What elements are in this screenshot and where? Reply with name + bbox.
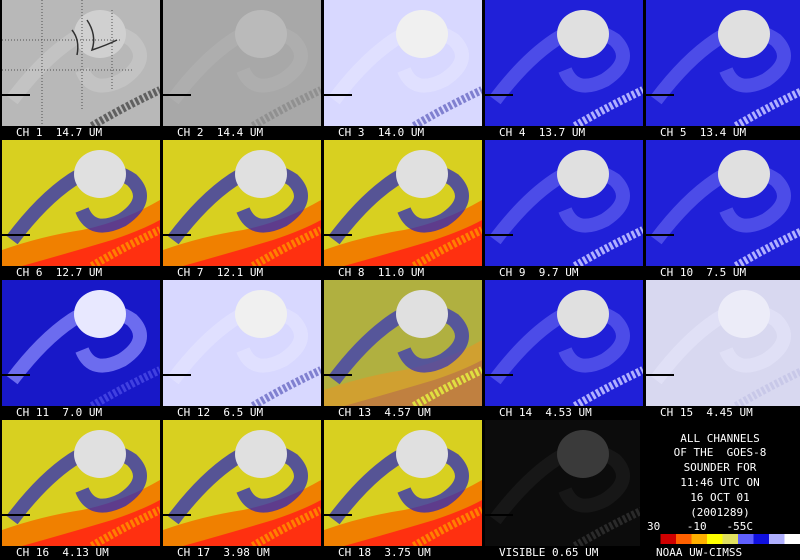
- colorbar: [645, 534, 800, 544]
- channel-label: CH 16 4.13 UM: [16, 546, 109, 559]
- channel-image: [2, 140, 160, 266]
- channel-label: CH 10 7.5 UM: [660, 266, 747, 279]
- channel-image: [163, 0, 321, 126]
- channel-image: [163, 280, 321, 406]
- channel-label: CH 6 12.7 UM: [16, 266, 103, 279]
- channel-image: [324, 420, 482, 546]
- channel-image: [646, 280, 800, 406]
- channel-image: [2, 0, 160, 126]
- channel-label: CH 4 13.7 UM: [499, 126, 586, 139]
- channel-image: [163, 420, 321, 546]
- channel-label: CH 7 12.1 UM: [177, 266, 264, 279]
- credit-label: NOAA UW-CIMSS: [656, 546, 743, 559]
- channel-image: [2, 280, 160, 406]
- channel-label: CH 9 9.7 UM: [499, 266, 579, 279]
- colorbar-segment: [722, 534, 739, 544]
- colorbar-segment: [753, 534, 770, 544]
- channel-label: CH 14 4.53 UM: [499, 406, 592, 419]
- channel-image: [324, 0, 482, 126]
- channel-label: CH 3 14.0 UM: [338, 126, 425, 139]
- colorbar-segment: [676, 534, 692, 544]
- channel-label: CH 8 11.0 UM: [338, 266, 425, 279]
- colorbar-segment: [769, 534, 785, 544]
- channel-image: [485, 420, 643, 546]
- channel-image: [324, 140, 482, 266]
- info-line-2: OF THE GOES-8: [673, 446, 767, 459]
- info-line-6: (2001289): [690, 506, 750, 519]
- info-line-5: 16 OCT 01: [690, 491, 750, 504]
- info-line-3: SOUNDER FOR: [683, 461, 757, 474]
- channel-image: [485, 0, 643, 126]
- channel-label: CH 11 7.0 UM: [16, 406, 103, 419]
- colorbar-segment: [707, 534, 723, 544]
- channel-image: [324, 280, 482, 406]
- channel-label: VISIBLE 0.65 UM: [499, 546, 599, 559]
- channel-label: CH 12 6.5 UM: [177, 406, 264, 419]
- channel-label: CH 1 14.7 UM: [16, 126, 103, 139]
- channel-image: [2, 420, 160, 546]
- channel-label: CH 5 13.4 UM: [660, 126, 747, 139]
- channel-image: [485, 140, 643, 266]
- colorbar-segment: [738, 534, 754, 544]
- info-line-4: 11:46 UTC ON: [680, 476, 760, 489]
- channel-label: CH 18 3.75 UM: [338, 546, 431, 559]
- channel-label: CH 17 3.98 UM: [177, 546, 270, 559]
- channel-label: CH 13 4.57 UM: [338, 406, 431, 419]
- channel-image: [646, 140, 800, 266]
- channel-image: [163, 140, 321, 266]
- channel-image: [646, 0, 800, 126]
- channel-image: [485, 280, 643, 406]
- colorbar-scale-labels: 30 -10 -55C: [647, 520, 753, 533]
- colorbar-segment: [660, 534, 677, 544]
- info-line-1: ALL CHANNELS: [680, 432, 760, 445]
- colorbar-segment: [691, 534, 708, 544]
- colorbar-segment: [645, 534, 661, 544]
- colorbar-segment: [784, 534, 800, 544]
- channel-label: CH 2 14.4 UM: [177, 126, 264, 139]
- channel-label: CH 15 4.45 UM: [660, 406, 753, 419]
